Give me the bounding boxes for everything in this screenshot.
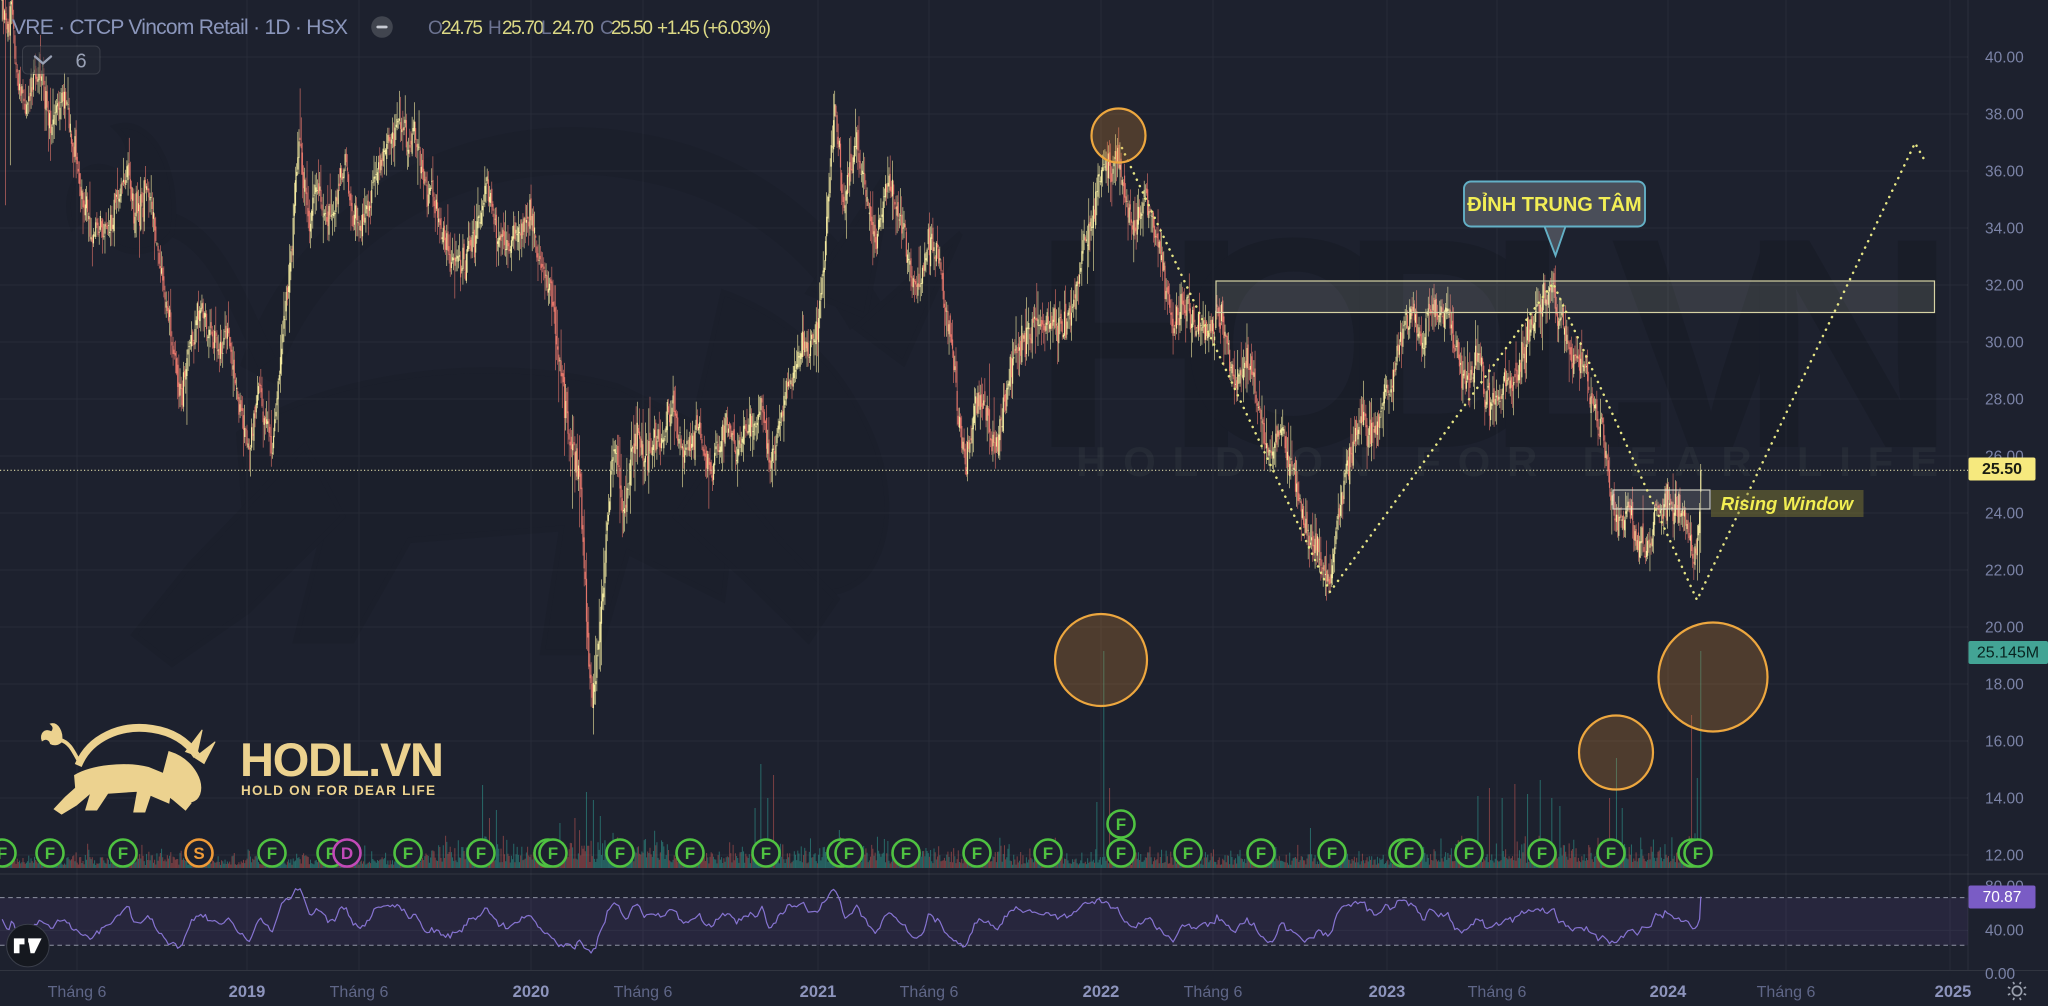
svg-text:F: F [403, 844, 413, 863]
svg-text:ĐỈNH TRUNG TÂM: ĐỈNH TRUNG TÂM [1467, 192, 1641, 216]
svg-text:F: F [476, 844, 486, 863]
svg-text:12.0014.0016.0018.0020.0022.00: 12.0014.0016.0018.0020.0022.0024.0026.00… [1985, 50, 2024, 984]
svg-text:F: F [1116, 815, 1126, 834]
svg-text:F: F [118, 844, 128, 863]
svg-text:F: F [45, 844, 55, 863]
svg-text:F: F [761, 844, 771, 863]
svg-text:HOLD ON FOR DEAR LIFE: HOLD ON FOR DEAR LIFE [241, 783, 440, 798]
svg-text:70.87: 70.87 [1983, 889, 2022, 906]
svg-text:F: F [267, 844, 277, 863]
svg-text:25.50: 25.50 [1982, 461, 2022, 478]
svg-text:F: F [1043, 844, 1053, 863]
svg-text:HODL.VN: HODL.VN [240, 733, 444, 786]
svg-text:F: F [1606, 844, 1616, 863]
svg-text:F: F [1183, 844, 1193, 863]
svg-text:F: F [615, 844, 625, 863]
svg-text:F: F [1404, 844, 1414, 863]
svg-text:F: F [685, 844, 695, 863]
svg-text:HOLD ON FOR DEAR LIFE: HOLD ON FOR DEAR LIFE [1076, 438, 1960, 485]
svg-text:F: F [1327, 844, 1337, 863]
svg-text:S: S [193, 844, 204, 863]
svg-text:F: F [548, 844, 558, 863]
svg-text:F: F [1116, 844, 1126, 863]
svg-text:F: F [844, 844, 854, 863]
svg-text:HODL.VN: HODL.VN [1032, 175, 1957, 511]
svg-text:F: F [326, 844, 336, 863]
svg-text:F: F [1537, 844, 1547, 863]
svg-text:F: F [1256, 844, 1266, 863]
svg-text:D: D [341, 844, 353, 863]
svg-text:F: F [972, 844, 982, 863]
svg-text:Rising Window: Rising Window [1721, 493, 1855, 514]
svg-text:F: F [1693, 844, 1703, 863]
svg-text:F: F [1464, 844, 1474, 863]
svg-text:F: F [0, 844, 7, 863]
svg-text:6: 6 [75, 51, 86, 73]
svg-text:VRE · CTCP Vincom Retail · 1D: VRE · CTCP Vincom Retail · 1D · HSX [12, 16, 348, 39]
svg-text:25.145M: 25.145M [1977, 645, 2039, 662]
svg-text:F: F [901, 844, 911, 863]
